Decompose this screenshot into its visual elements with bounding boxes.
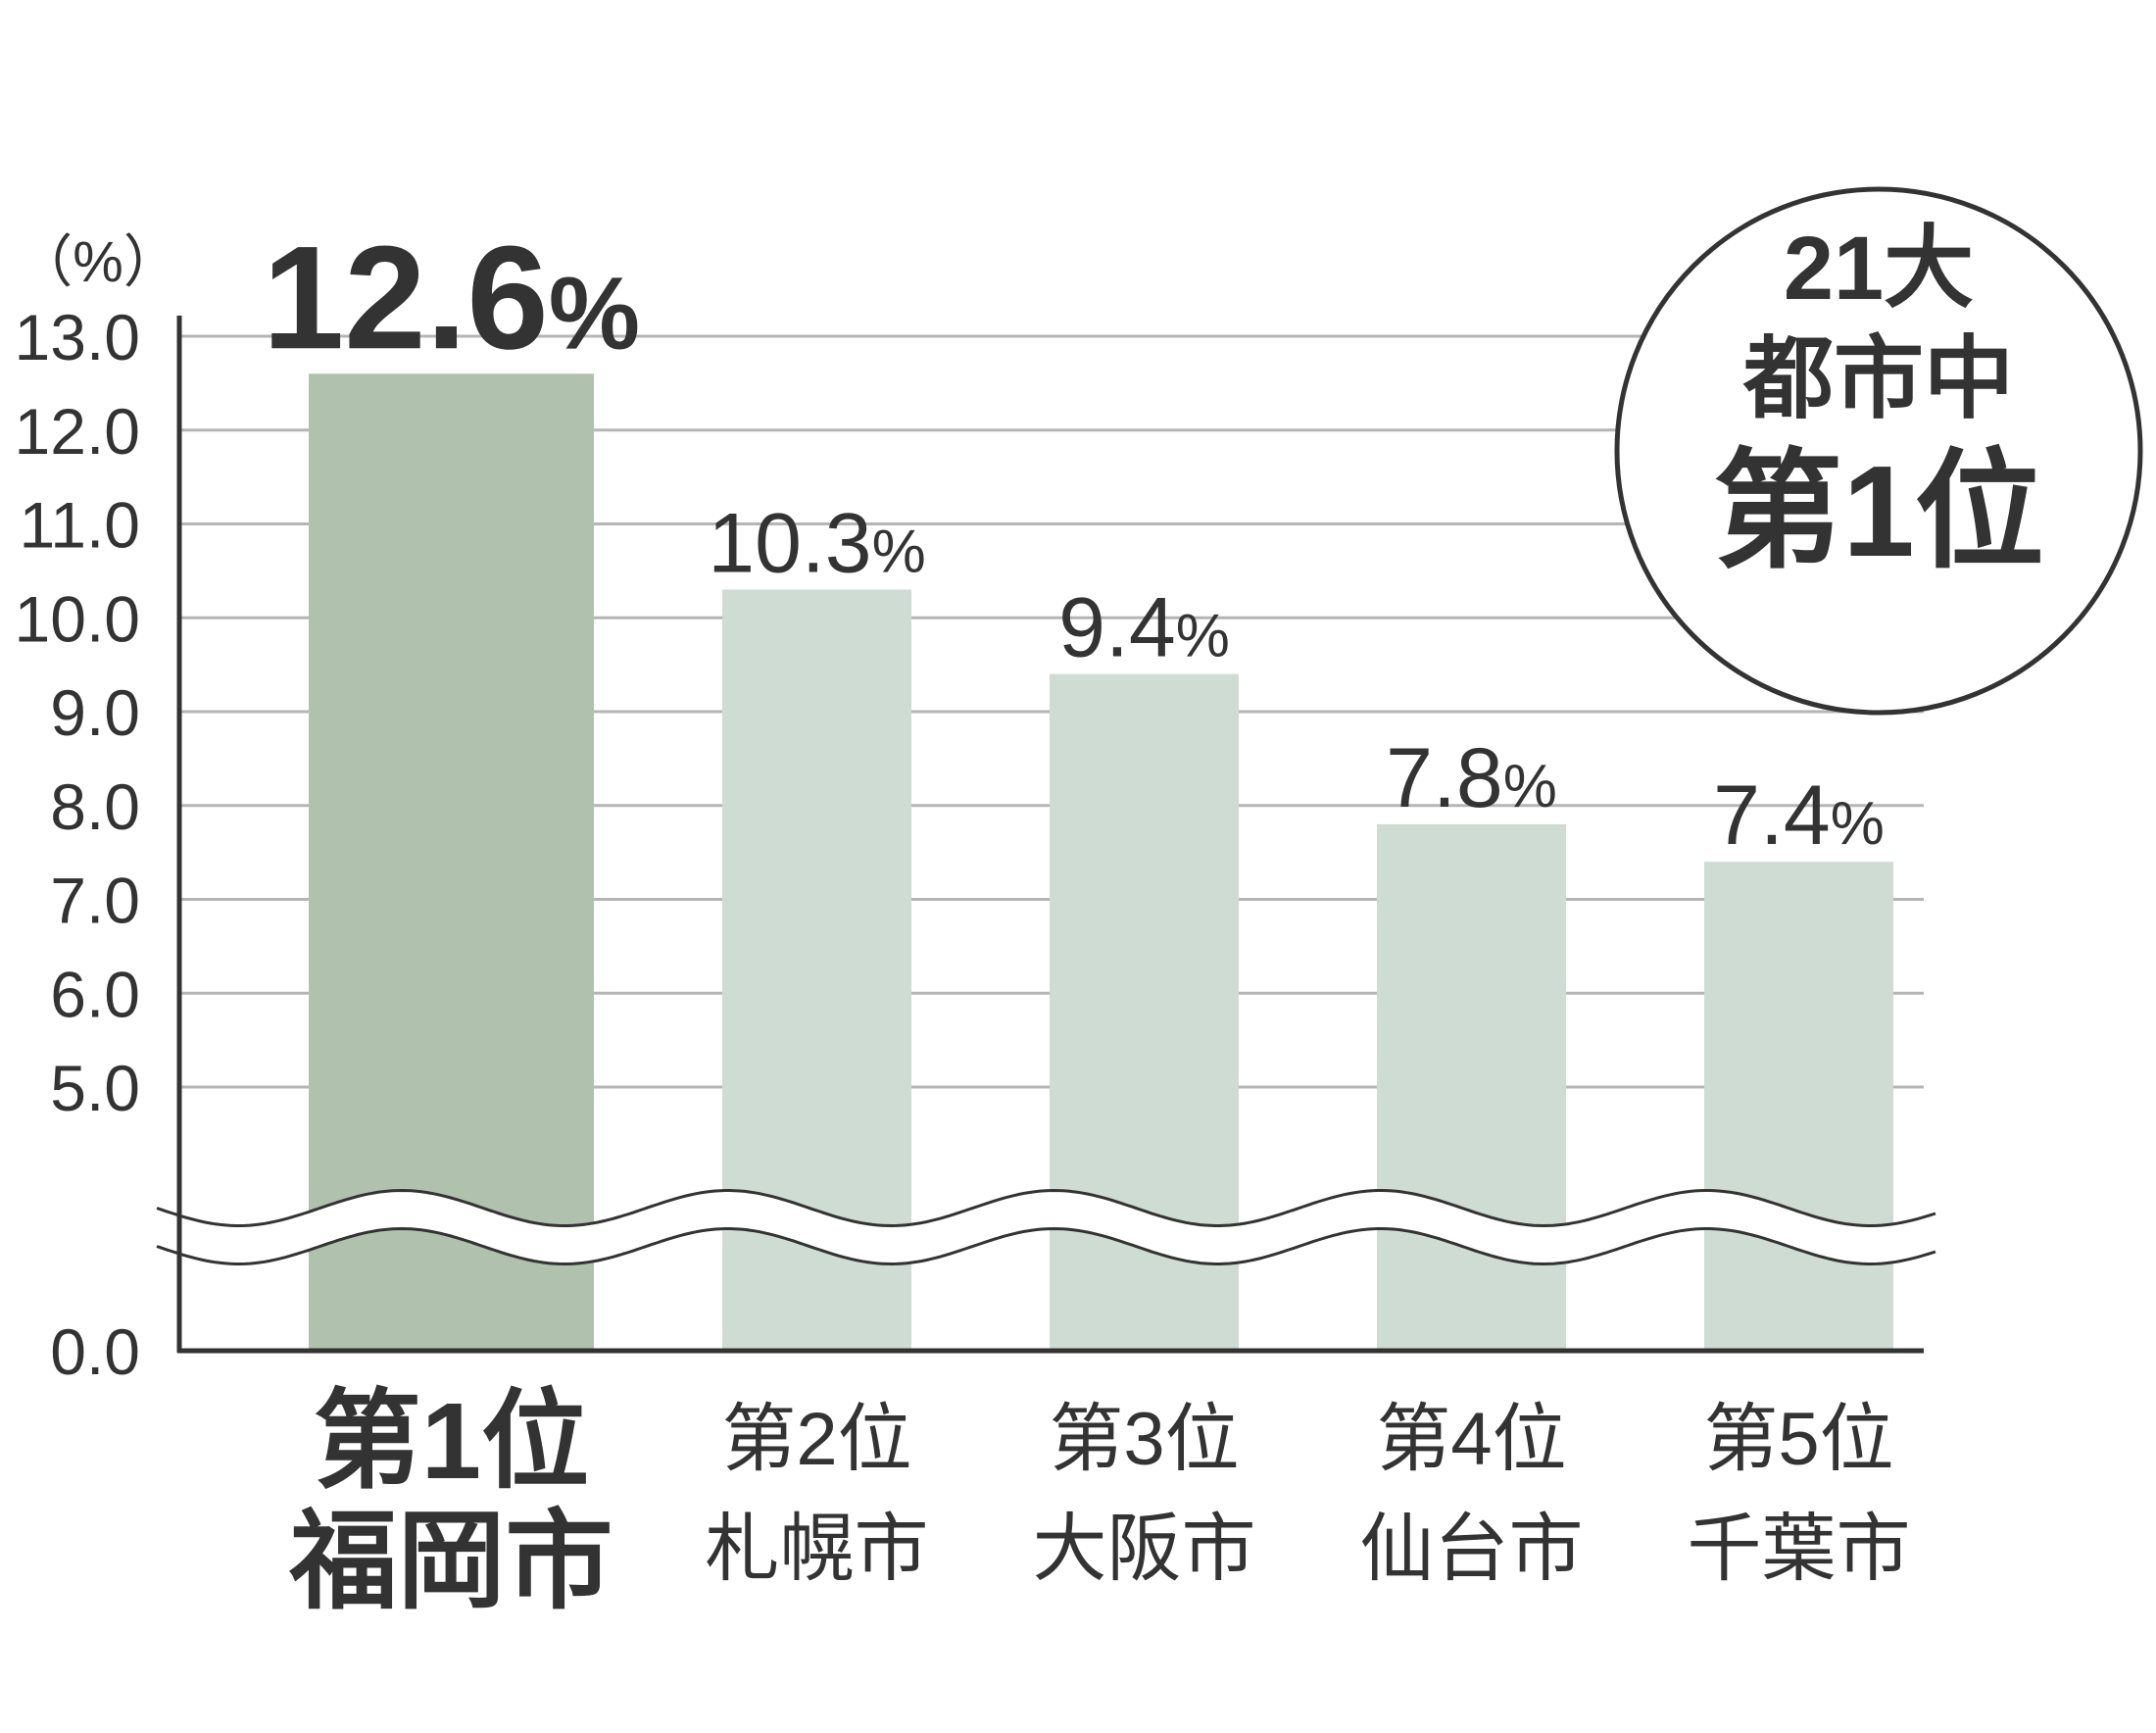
y-tick-labels: 0.0 5.0 6.0 7.0 8.0 9.0 10.0 11.0 12.0 13.0 <box>15 301 140 1388</box>
y-tick-label: 5.0 <box>50 1052 140 1124</box>
y-tick-label: 10.0 <box>15 582 140 655</box>
value-label: 12.6% <box>263 215 640 379</box>
y-tick-label: 6.0 <box>50 958 140 1030</box>
bar <box>1704 862 1893 1351</box>
category-rank: 第1位 <box>314 1381 589 1502</box>
bar <box>309 373 594 1351</box>
y-axis-unit: （%） <box>16 230 180 294</box>
value-label: 9.4% <box>1058 581 1230 675</box>
category-rank: 第5位 <box>1703 1398 1893 1481</box>
y-tick-label: 7.0 <box>50 865 140 937</box>
category-rank: 第4位 <box>1376 1398 1566 1481</box>
break-band <box>157 1190 1936 1264</box>
category-city: 千葉市 <box>1688 1508 1911 1591</box>
badge-line-1: 21大 <box>1784 219 1974 319</box>
y-tick-label: 0.0 <box>50 1315 140 1388</box>
value-labels: 12.6% 10.3% 9.4% 7.8% 7.4% <box>263 215 1885 863</box>
category-city: 札幌市 <box>706 1508 929 1591</box>
badge-line-2: 都市中 <box>1742 329 2014 429</box>
category-city: 福岡市 <box>289 1502 613 1622</box>
y-tick-label: 13.0 <box>15 301 140 373</box>
ranking-badge: 21大 都市中 第1位 <box>1614 186 2143 716</box>
category-city: 仙台市 <box>1360 1508 1584 1591</box>
value-label: 7.4% <box>1713 768 1885 863</box>
badge-line-3: 第1位 <box>1713 439 2043 583</box>
value-label: 10.3% <box>708 497 926 591</box>
y-tick-label: 8.0 <box>50 770 140 843</box>
axes <box>176 316 1924 1354</box>
category-rank: 第2位 <box>721 1398 911 1481</box>
y-tick-label: 11.0 <box>19 489 140 562</box>
category-rank: 第3位 <box>1049 1398 1239 1481</box>
axis-break <box>156 1188 1936 1266</box>
y-tick-label: 12.0 <box>15 395 140 468</box>
category-city: 大阪市 <box>1033 1508 1256 1591</box>
badge-circle <box>1614 186 2143 716</box>
break-line-bottom <box>156 1226 1936 1266</box>
value-label: 7.8% <box>1386 731 1557 825</box>
bar <box>1377 823 1566 1351</box>
break-line-top <box>156 1188 1936 1228</box>
y-tick-label: 9.0 <box>50 676 140 749</box>
